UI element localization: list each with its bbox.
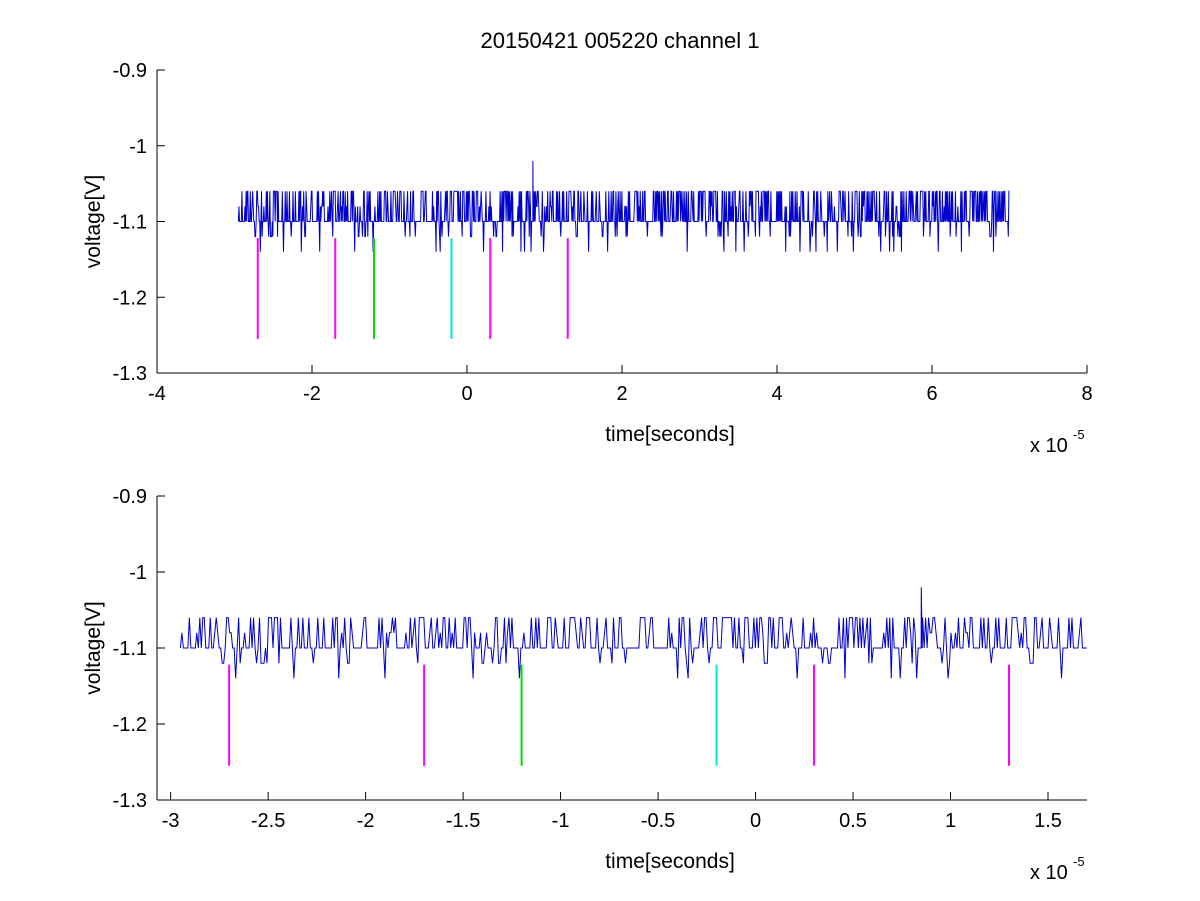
x-tick-label: 6 xyxy=(926,383,937,405)
y-tick-label: -1.2 xyxy=(113,287,147,309)
y-tick-label: -1 xyxy=(129,562,147,584)
voltage-trace-line xyxy=(237,160,1010,252)
x-exponent-superscript: -5 xyxy=(1073,427,1085,442)
y-tick-label: -1.3 xyxy=(113,790,147,812)
voltage-trace-line xyxy=(179,587,1087,679)
y-axis-label: voltage[V] xyxy=(82,601,105,694)
x-axis-label: time[seconds] xyxy=(605,850,735,873)
x-tick-label: 0 xyxy=(750,810,761,832)
x-tick-label: 1.5 xyxy=(1034,810,1062,832)
x-tick-label: -2 xyxy=(303,383,321,405)
x-tick-label: -0.5 xyxy=(641,810,675,832)
y-tick-label: -1.3 xyxy=(113,363,147,385)
x-tick-label: -4 xyxy=(148,383,166,405)
top-plot: -4 -2 0 2 4 6 8 -1.3 -1.2 -1.1 -1 -0.9 time[seconds]… xyxy=(82,60,1093,457)
x-tick-label: 2 xyxy=(616,383,627,405)
y-tick-label: -1.2 xyxy=(113,714,147,736)
y-tick-label: -1.1 xyxy=(113,638,147,660)
x-tick-label: 8 xyxy=(1081,383,1092,405)
x-tick-label: -2.5 xyxy=(251,810,285,832)
y-tick-label: -0.9 xyxy=(113,60,147,82)
x-tick-label: -1.5 xyxy=(446,810,480,832)
y-tick-label: -1.1 xyxy=(113,212,147,234)
x-tick-label: -2 xyxy=(357,810,375,832)
x-tick-label: 1 xyxy=(945,810,956,832)
x-exponent-label: x 10 xyxy=(1030,862,1068,884)
x-axis-label: time[seconds] xyxy=(605,423,735,446)
y-tick-label: -0.9 xyxy=(113,486,147,508)
x-tick-label: 4 xyxy=(771,383,782,405)
bottom-plot: -3 -2.5 -2 -1.5 -1 -0.5 0 0.5 1 1.5 -1.3 -1.2 -1.1 -1… xyxy=(82,486,1087,884)
x-tick-label: 0 xyxy=(461,383,472,405)
x-tick-label: 0.5 xyxy=(839,810,867,832)
x-exponent-label: x 10 xyxy=(1030,435,1068,457)
figure-title: 20150421 005220 channel 1 xyxy=(481,28,760,53)
x-tick-label: -3 xyxy=(162,810,180,832)
y-axis-label: voltage[V] xyxy=(82,175,105,268)
y-tick-label: -1 xyxy=(129,136,147,158)
x-tick-label: -1 xyxy=(552,810,570,832)
x-exponent-superscript: -5 xyxy=(1073,854,1085,869)
